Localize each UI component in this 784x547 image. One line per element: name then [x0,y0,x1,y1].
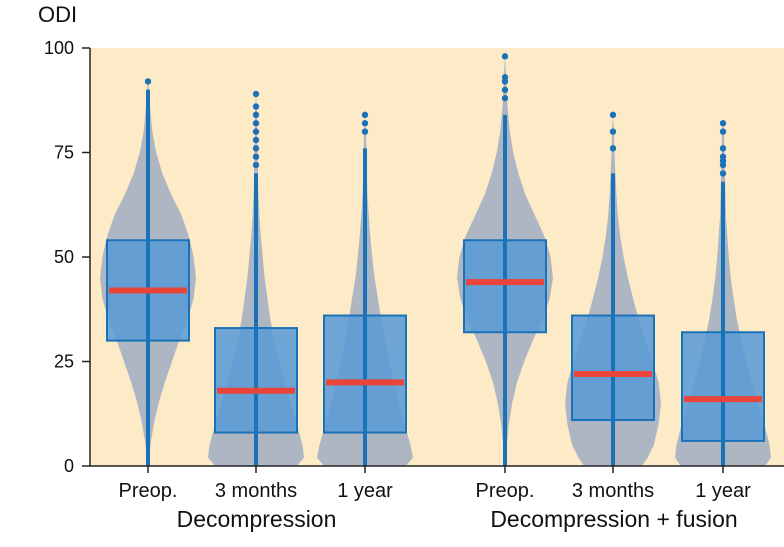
x-category-label: Preop. [476,480,535,502]
outlier-point [719,120,727,127]
outlier-point [719,170,727,177]
outlier-point [252,120,260,127]
outlier-point [501,53,509,60]
x-category-label: 3 months [215,480,297,502]
outlier-point [361,128,369,135]
plot-background [90,48,784,466]
outlier-point [252,145,260,152]
x-category-label: 1 year [695,480,751,502]
outlier-point [719,153,727,160]
group-label-2: Decompression + fusion [490,506,737,532]
y-tick-label: 50 [54,247,74,267]
x-category-label: 3 months [572,480,654,502]
outlier-point [609,128,617,135]
outlier-point [252,111,260,119]
outlier-point [252,136,260,144]
outlier-point [501,94,509,102]
outlier-point [609,145,617,152]
x-category-label: 1 year [337,480,393,502]
y-tick-label: 100 [44,38,74,58]
x-category-label: Preop. [119,480,178,502]
y-axis: 0 25 50 75 100 [44,38,784,476]
outlier-point [361,111,369,119]
outlier-point [719,145,727,152]
outlier-point [252,90,260,98]
group-label-1: Decompression [177,506,337,532]
outlier-point [609,111,617,119]
outlier-point [501,74,509,81]
y-tick-label: 75 [54,143,74,163]
y-tick-label: 0 [64,456,74,476]
outlier-point [361,120,369,127]
outlier-point [252,128,260,135]
outlier-point [144,78,152,85]
outlier-point [252,103,260,110]
outlier-point [252,161,260,169]
y-tick-label: 25 [54,352,74,372]
outlier-point [501,86,509,94]
y-axis-title: ODI [38,2,77,27]
outlier-point [252,153,260,160]
box-layer [106,53,765,466]
outlier-point [719,128,727,135]
